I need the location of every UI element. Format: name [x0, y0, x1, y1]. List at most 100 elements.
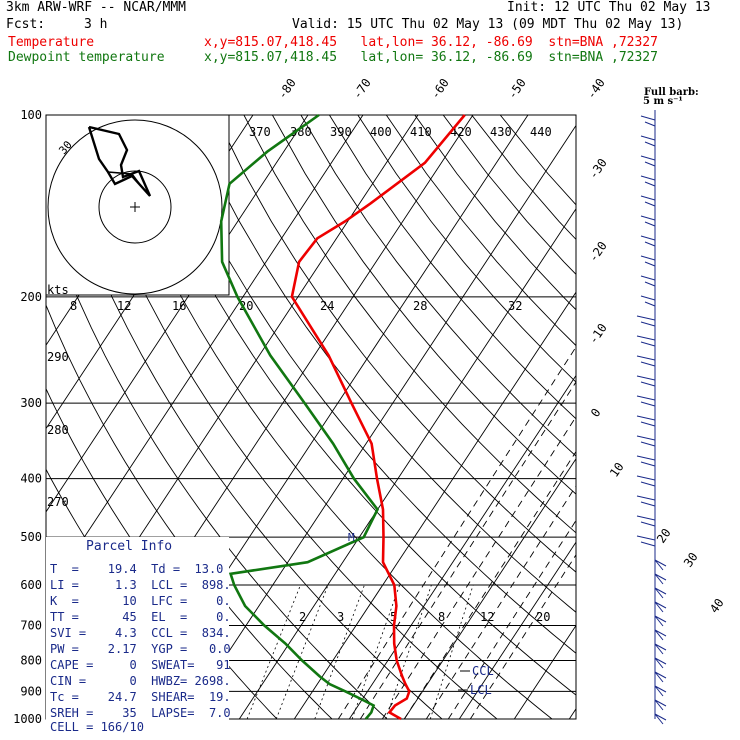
- hodograph-frame: [45, 114, 230, 296]
- dry-adiabat: [129, 115, 576, 696]
- hodograph-scale-label: 20: [239, 299, 253, 313]
- wind-barb: [654, 573, 667, 585]
- wind-barb: [640, 255, 656, 267]
- forecast-hour: 3 h: [84, 17, 108, 32]
- wind-barb: [636, 455, 656, 467]
- dry-adiabat: [385, 115, 576, 347]
- valid-time: Valid: 15 UTC Thu 02 May 13 (09 MDT Thu …: [292, 17, 684, 32]
- wind-barb: [654, 615, 667, 627]
- plot-frame: [45, 114, 577, 720]
- parcel-row: CAPE = 0 SWEAT= 91: [50, 658, 231, 672]
- mixing-ratio-line: [275, 584, 329, 719]
- wind-barb: [636, 535, 656, 547]
- isotherm-label: -80: [275, 76, 299, 102]
- theta-e-label: 390: [330, 125, 352, 139]
- pressure-label: 100: [20, 108, 42, 122]
- theta-label: 290: [47, 350, 69, 364]
- isotherm: [293, 291, 576, 719]
- temperature-legend: Temperature: [8, 35, 95, 50]
- parcel-row: T = 19.4 Td = 13.0: [50, 562, 224, 576]
- parcel-info-title: Parcel Info: [86, 539, 173, 554]
- init-time: Init: 12 UTC Thu 02 May 13: [507, 0, 711, 15]
- wind-barb: [640, 135, 656, 147]
- sounding-series: M CCL LCL: [219, 113, 494, 721]
- hodograph-scale-label: 12: [117, 299, 131, 313]
- wind-barb: [654, 685, 667, 697]
- wind-barb: [654, 643, 667, 655]
- mixing-ratio-line: [246, 584, 301, 719]
- moist-adiabat: [359, 381, 576, 719]
- theta-label: 270: [47, 495, 69, 509]
- wind-barb: [636, 315, 656, 327]
- mixing-ratio-label: 5: [390, 610, 397, 624]
- barb-legend-line2: 5 m s⁻¹: [643, 96, 683, 107]
- parcel-row: SREH = 35 LAPSE= 7.0: [50, 706, 231, 720]
- mixing-ratio-label: 3: [337, 610, 344, 624]
- isotherm: [348, 374, 576, 719]
- theta-e-label: 380: [290, 125, 312, 139]
- wind-barb: [636, 475, 656, 487]
- wind-barb: [636, 435, 656, 447]
- wind-barb: [640, 195, 656, 207]
- forecast-label: Fcst:: [6, 17, 46, 32]
- parcel-row: CELL = 166/10: [50, 720, 144, 734]
- moist-adiabat: [425, 485, 576, 719]
- pressure-label: 800: [20, 653, 42, 667]
- dry-adiabat: [215, 115, 576, 573]
- isotherm-label: -10: [586, 321, 610, 347]
- hodograph-scale-label: 28: [413, 299, 427, 313]
- pressure-label: 700: [20, 618, 42, 632]
- pressure-label: 200: [20, 290, 42, 304]
- isotherm-label: -30: [586, 156, 610, 182]
- mixing-ratio-line: [314, 584, 365, 719]
- pressure-label: 600: [20, 578, 42, 592]
- annotation-m: M: [348, 531, 355, 544]
- temperature-location: x,y=815.07,418.45 lat,lon= 36.12, -86.69…: [204, 35, 658, 50]
- parcel-info-box: Parcel Info T = 19.4 Td = 13.0 LI = 1.3 …: [46, 537, 231, 734]
- mixing-ratio-line: [385, 584, 432, 719]
- parcel-row: Tc = 24.7 SHEAR= 19.: [50, 690, 231, 704]
- isotherm: [403, 458, 576, 719]
- isotherm-label: -60: [428, 76, 452, 102]
- dry-adiabat: [72, 115, 498, 719]
- isotherm-label: 10: [607, 460, 627, 480]
- mixing-ratio-label: 20: [536, 610, 550, 624]
- dry-adiabat: [471, 115, 576, 241]
- dry-adiabat: [442, 115, 576, 275]
- parcel-row: LI = 1.3 LCL = 898.: [50, 578, 231, 592]
- isotherm-label: 20: [654, 526, 674, 546]
- pressure-label: 500: [20, 530, 42, 544]
- dewpoint-location: x,y=815.07,418.45 lat,lon= 36.12, -86.69…: [204, 50, 658, 65]
- theta-e-label: 440: [530, 125, 552, 139]
- wind-barb: [636, 395, 656, 407]
- mixing-ratio-label: 8: [438, 610, 445, 624]
- wind-barb: [654, 559, 667, 571]
- theta-e-label: 420: [450, 125, 472, 139]
- isotherm-label: -20: [586, 239, 610, 265]
- dewpoint-line: [219, 113, 380, 720]
- wind-barb: [640, 115, 656, 127]
- moist-adiabat: [381, 416, 576, 719]
- theta-e-label: 400: [370, 125, 392, 139]
- temperature-line: [290, 114, 466, 721]
- parcel-row: CIN = 0 HWBZ= 2698.: [50, 674, 231, 688]
- dry-adiabat: [158, 115, 576, 654]
- wind-barb: [654, 713, 667, 725]
- hodograph-ring: [47, 119, 223, 295]
- isotherm-label: 40: [707, 596, 727, 616]
- wind-barb: [640, 155, 656, 167]
- dry-adiabat: [272, 115, 576, 495]
- parcel-row: SVI = 4.3 CCL = 834.: [50, 626, 231, 640]
- dry-adiabat: [46, 215, 388, 719]
- isotherm: [458, 541, 576, 719]
- wind-barb: [636, 415, 656, 427]
- wind-barb: [640, 215, 656, 227]
- isotherm: [238, 208, 576, 719]
- pressure-label: 1000: [13, 712, 42, 726]
- dry-adiabat: [300, 115, 576, 457]
- isotherm: [46, 115, 364, 597]
- model-title: 3km ARW-WRF -- NCAR/MMM: [6, 0, 187, 15]
- hodograph-scale-label: 24: [320, 299, 334, 313]
- wind-barb: [640, 295, 656, 307]
- mixing-ratio-label: 12: [480, 610, 494, 624]
